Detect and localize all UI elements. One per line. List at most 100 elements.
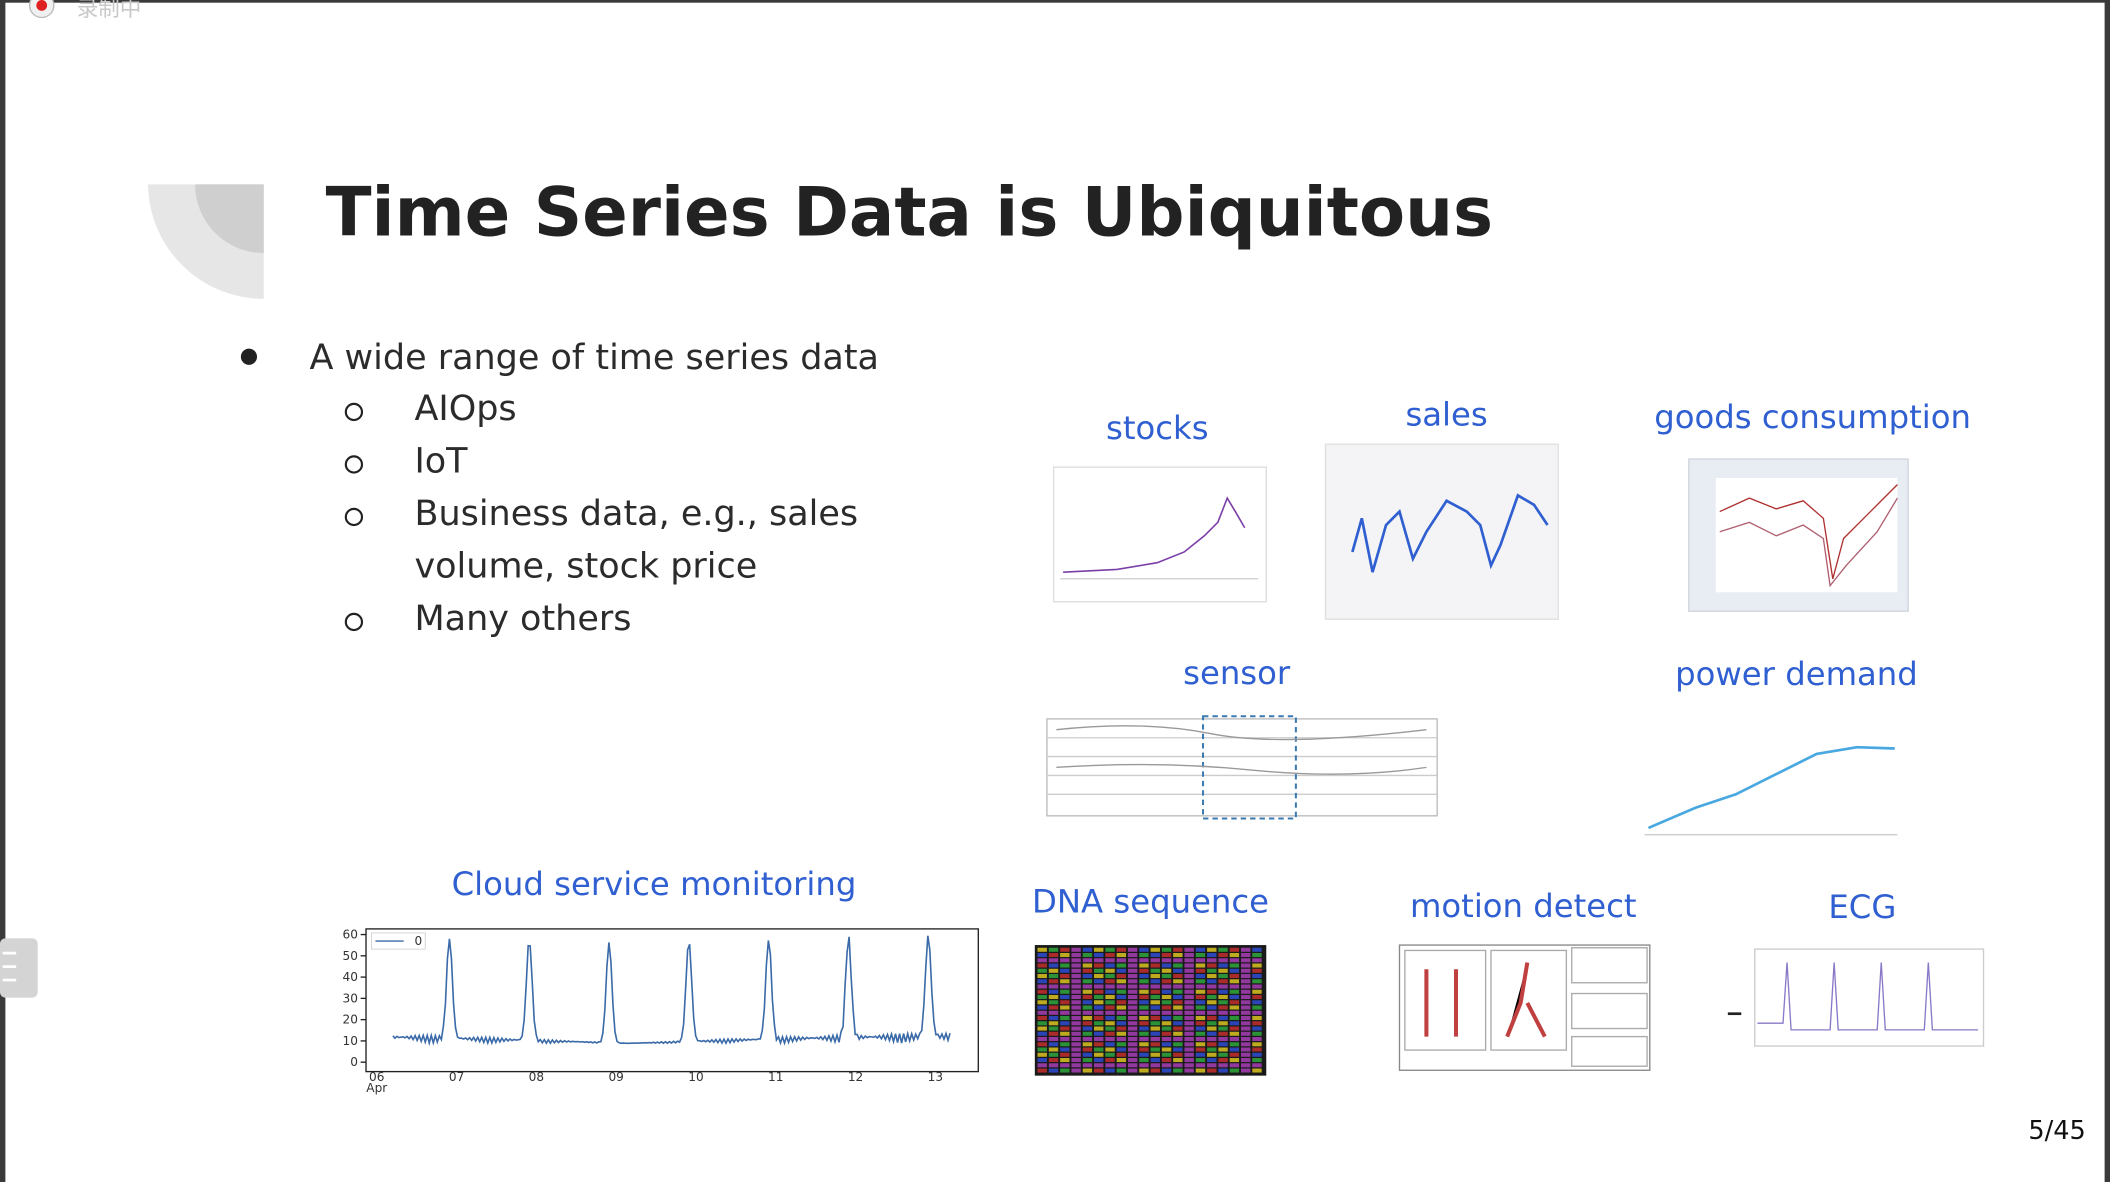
dna-cell: [1048, 1031, 1059, 1036]
dna-cell: [1218, 1058, 1228, 1063]
dna-cell: [1184, 989, 1194, 994]
image-label: Cloud service monitoring: [452, 865, 857, 903]
dna-cell: [1082, 947, 1093, 952]
dna-cell: [1240, 974, 1251, 979]
dna-cell: [1161, 1016, 1172, 1021]
dna-cell: [1240, 953, 1251, 958]
dna-cell: [1184, 1016, 1194, 1021]
dna-cell: [1229, 995, 1240, 1000]
dna-cell: [1048, 1063, 1059, 1068]
dna-cell: [1252, 947, 1262, 952]
dna-cell: [1240, 1016, 1251, 1021]
image-label: power demand: [1675, 655, 1918, 693]
dna-cell: [1240, 1005, 1251, 1010]
dna-cell: [1161, 989, 1172, 994]
dna-cell: [1116, 989, 1127, 994]
dna-cell: [1150, 989, 1160, 994]
dna-cell: [1195, 1031, 1206, 1036]
y-tick-label: 40: [343, 970, 358, 984]
dna-cell: [1195, 963, 1206, 968]
dna-cell: [1173, 1016, 1183, 1021]
dna-cell: [1240, 989, 1251, 994]
dna-cell: [1127, 1005, 1138, 1010]
dna-cell: [1139, 995, 1149, 1000]
dna-cell: [1229, 963, 1240, 968]
dna-cell: [1127, 947, 1138, 952]
dna-cell: [1060, 968, 1070, 973]
dna-cell: [1150, 1042, 1160, 1047]
dna-cell: [1173, 953, 1183, 958]
dna-cell: [1082, 1005, 1093, 1010]
sales-thumbnail: [1324, 443, 1559, 620]
dna-cell: [1150, 1016, 1160, 1021]
dna-cell: [1071, 1021, 1081, 1026]
dna-cell: [1116, 958, 1127, 963]
dna-cell: [1161, 1005, 1172, 1010]
dna-cell: [1037, 947, 1047, 952]
dna-cell: [1037, 1068, 1047, 1073]
dna-cell: [1240, 963, 1251, 968]
dna-cell: [1116, 1047, 1127, 1052]
decoration: [195, 184, 264, 254]
dna-cell: [1037, 974, 1047, 979]
dna-cell: [1207, 1042, 1217, 1047]
dna-cell: [1184, 953, 1194, 958]
dna-cell: [1173, 963, 1183, 968]
dna-cell: [1161, 1000, 1172, 1005]
dna-cell: [1127, 1016, 1138, 1021]
sub-bullet: [344, 402, 364, 422]
dna-cell: [1161, 1026, 1172, 1031]
dna-cell: [1150, 1021, 1160, 1026]
dna-cell: [1252, 1042, 1262, 1047]
dna-cell: [1127, 1042, 1138, 1047]
dna-cell: [1094, 1058, 1104, 1063]
dna-cell: [1161, 1058, 1172, 1063]
dna-cell: [1105, 995, 1115, 1000]
sub-item-text: Business data, e.g., sales: [414, 494, 858, 534]
dna-cell: [1071, 968, 1081, 973]
dna-cell: [1037, 1063, 1047, 1068]
dna-cell: [1048, 958, 1059, 963]
dna-cell: [1240, 968, 1251, 973]
dna-cell: [1105, 1026, 1115, 1031]
y-tick-label: 50: [343, 949, 358, 963]
dna-cell: [1060, 1052, 1070, 1057]
dna-cell: [1037, 1047, 1047, 1052]
dna-cell: [1218, 989, 1228, 994]
dna-cell: [1071, 995, 1081, 1000]
dna-cell: [1218, 1000, 1228, 1005]
dna-cell: [1037, 979, 1047, 984]
dna-cell: [1037, 1005, 1047, 1010]
dna-cell: [1082, 953, 1093, 958]
dna-cell: [1218, 984, 1228, 989]
dna-cell: [1082, 1063, 1093, 1068]
dna-cell: [1139, 1042, 1149, 1047]
dna-cell: [1071, 1010, 1081, 1015]
dna-cell: [1150, 1037, 1160, 1042]
dna-cell: [1173, 1010, 1183, 1015]
dna-cell: [1071, 1052, 1081, 1057]
dna-cell: [1127, 1021, 1138, 1026]
dna-cell: [1127, 979, 1138, 984]
dna-cell: [1094, 1010, 1104, 1015]
dna-cell: [1139, 989, 1149, 994]
dna-cell: [1161, 1031, 1172, 1036]
stocks-thumbnail: [1052, 466, 1267, 603]
dna-cell: [1082, 1000, 1093, 1005]
dna-cell: [1105, 1031, 1115, 1036]
dna-cell: [1218, 958, 1228, 963]
dna-cell: [1116, 1000, 1127, 1005]
dna-cell: [1071, 1000, 1081, 1005]
dna-cell: [1240, 1052, 1251, 1057]
dna-cell: [1105, 974, 1115, 979]
dna-cell: [1184, 984, 1194, 989]
dna-cell: [1048, 995, 1059, 1000]
dna-cell: [1139, 1026, 1149, 1031]
dna-cell: [1252, 958, 1262, 963]
dna-cell: [1082, 968, 1093, 973]
dna-cell: [1037, 1010, 1047, 1015]
dna-cell: [1173, 974, 1183, 979]
dna-cell: [1116, 1031, 1127, 1036]
dna-cell: [1139, 958, 1149, 963]
